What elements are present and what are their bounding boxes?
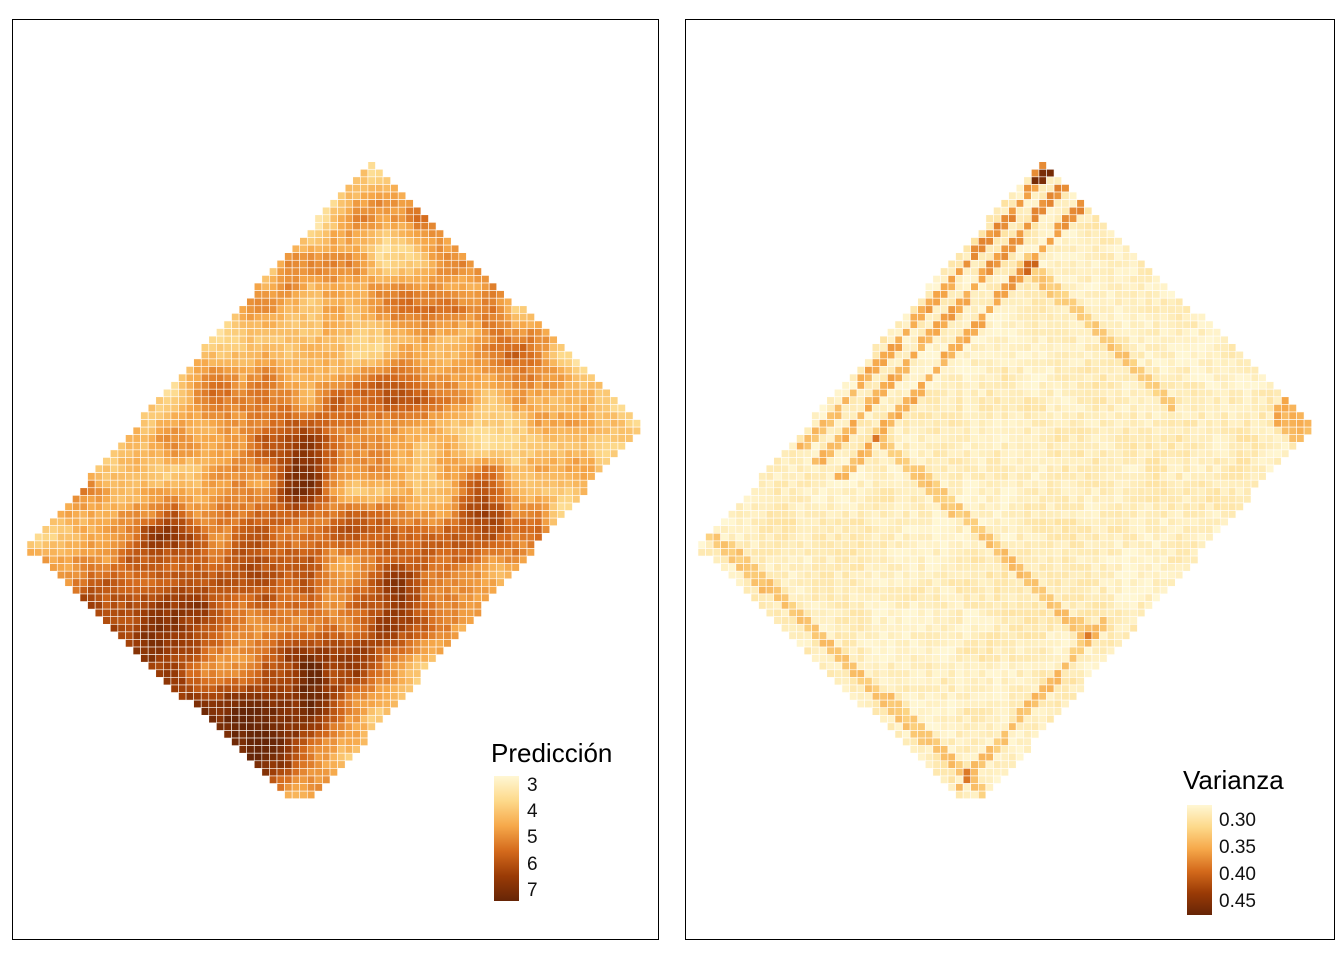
prediction-legend-title: Predicción xyxy=(491,738,613,768)
prediction-map-panel: Predicción 3 4 5 6 7 xyxy=(12,19,659,940)
raster-cells xyxy=(26,161,641,800)
variance-map-panel: Varianza 0.30 0.35 0.40 0.45 xyxy=(685,19,1335,940)
variance-legend-title: Varianza xyxy=(1183,765,1284,795)
variance-legend-tick: 0.35 xyxy=(1219,837,1256,858)
variance-raster-map xyxy=(697,161,1312,800)
variance-legend-tick: 0.45 xyxy=(1219,891,1256,912)
prediction-legend-colorbar xyxy=(494,776,519,901)
variance-legend-tick: 0.40 xyxy=(1219,864,1256,885)
variance-legend-tick: 0.30 xyxy=(1219,810,1256,831)
prediction-legend-tick: 7 xyxy=(527,880,538,901)
prediction-legend-tick: 3 xyxy=(527,775,538,796)
prediction-legend-tick: 6 xyxy=(527,854,538,875)
prediction-legend-tick: 4 xyxy=(527,801,538,822)
prediction-legend-tick: 5 xyxy=(527,827,538,848)
prediction-raster-map xyxy=(26,161,641,800)
raster-cells xyxy=(697,161,1312,800)
variance-legend-colorbar xyxy=(1187,805,1212,915)
